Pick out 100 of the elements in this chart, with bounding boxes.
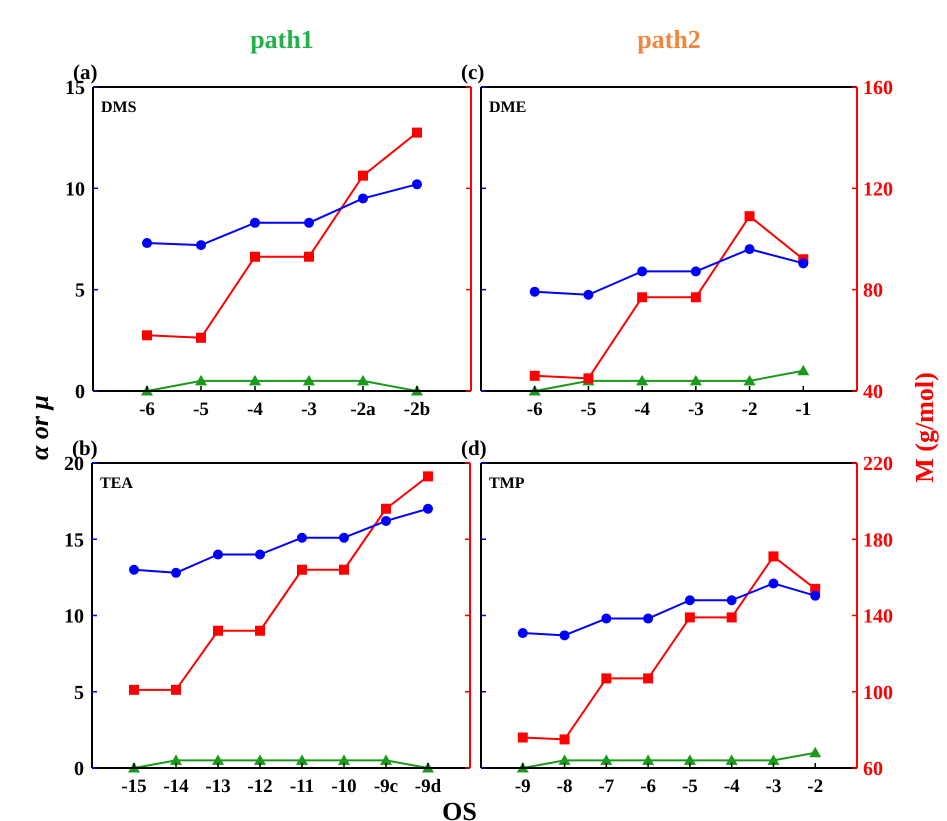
point [637, 266, 648, 276]
point [303, 374, 315, 386]
point [744, 244, 755, 254]
point [171, 684, 181, 695]
point [600, 754, 612, 765]
point [213, 626, 223, 636]
x-tick-label: -4 [634, 399, 651, 420]
y2-tick-label: 220 [863, 453, 893, 475]
y2-tick-label: 140 [863, 606, 893, 628]
text: TMP [489, 475, 525, 492]
point [684, 595, 695, 606]
point [643, 614, 654, 624]
point [726, 595, 737, 606]
y2-tick-label: 60 [863, 758, 883, 780]
point [423, 471, 433, 482]
point [810, 590, 820, 601]
y-tick-label: 0 [75, 381, 85, 403]
y-tick-label: 10 [65, 178, 85, 200]
y2-tick-label: 40 [863, 381, 883, 403]
x-tick-label: -9 [514, 776, 531, 797]
point [558, 754, 571, 765]
x-tick-label: -9c [374, 776, 398, 797]
point [358, 193, 368, 204]
point [412, 179, 422, 190]
x-tick-label: -7 [598, 776, 615, 797]
point [560, 630, 570, 640]
point [726, 612, 737, 622]
point [304, 252, 314, 262]
x-tick-label: -13 [205, 776, 231, 797]
point [412, 128, 422, 138]
x-tick-label: -2 [807, 776, 824, 797]
y-tick-label: 0 [74, 758, 84, 780]
point [637, 292, 648, 302]
point [142, 238, 152, 248]
point [296, 754, 308, 765]
y2-tick-label: 120 [863, 178, 893, 200]
point [381, 504, 391, 514]
y-tick-label: 5 [74, 682, 84, 704]
point [338, 754, 350, 765]
y2-axis-title: M (g/mol) [910, 372, 939, 483]
x-tick-label: -2 [742, 399, 758, 420]
point [195, 374, 207, 386]
point [518, 732, 528, 742]
x-tick-label: -6 [526, 399, 543, 420]
point [642, 754, 654, 765]
point [358, 170, 368, 181]
x-tick-label: -2a [350, 399, 376, 420]
point [380, 754, 392, 765]
point [583, 290, 594, 300]
point [601, 673, 612, 684]
point [726, 754, 738, 765]
point [518, 628, 528, 638]
x-tick-label: -3 [301, 399, 317, 420]
point [250, 252, 260, 262]
point [254, 754, 266, 765]
point [643, 673, 654, 684]
point [255, 626, 265, 636]
x-tick-label: -3 [688, 399, 704, 420]
point [212, 754, 224, 765]
point [255, 550, 265, 560]
point [768, 578, 778, 588]
point [690, 374, 702, 386]
point [196, 332, 206, 343]
text: TEA [100, 475, 134, 492]
x-tick-label: -14 [163, 776, 190, 797]
x-tick-label: -5 [580, 399, 596, 420]
x-tick-label: -12 [247, 776, 273, 797]
text: path1 [250, 25, 314, 54]
point [249, 374, 261, 386]
x-tick-label: -15 [121, 776, 147, 797]
y2-tick-label: 100 [863, 682, 893, 704]
x-tick-label: -10 [331, 776, 357, 797]
point [530, 370, 540, 381]
point [797, 364, 810, 376]
point [339, 564, 349, 575]
point [636, 374, 648, 386]
point [213, 550, 223, 560]
point [601, 614, 612, 624]
x-tick-label: -6 [640, 776, 656, 797]
point [381, 516, 391, 526]
text: DME [489, 99, 526, 116]
x-tick-label: -6 [139, 399, 155, 420]
x-tick-label: -4 [724, 776, 740, 797]
x-tick-label: -5 [682, 776, 698, 797]
point [171, 568, 181, 578]
x-tick-label: -8 [556, 776, 572, 797]
point [196, 240, 206, 250]
point [297, 532, 307, 543]
text: DMS [101, 99, 137, 116]
point [684, 612, 695, 622]
y-tick-label: 5 [75, 280, 85, 302]
y-tick-label: 10 [64, 606, 84, 628]
point [170, 754, 182, 765]
x-tick-label: -5 [193, 399, 209, 420]
point [250, 218, 260, 228]
chart-title: (c) [461, 60, 484, 84]
x-tick-label: -3 [766, 776, 782, 797]
point [129, 564, 139, 575]
point [798, 258, 808, 268]
point [339, 532, 349, 543]
